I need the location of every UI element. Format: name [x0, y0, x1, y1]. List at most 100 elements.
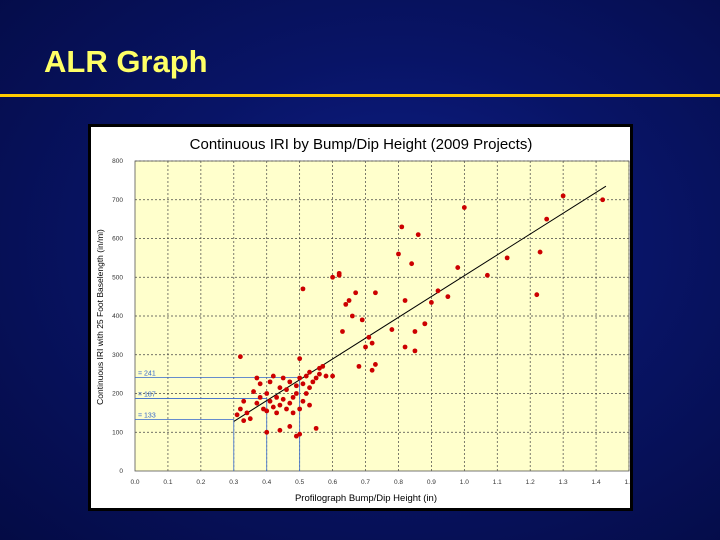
x-tick-label: 0.8 [394, 479, 403, 486]
y-tick-label: 500 [112, 274, 123, 281]
data-point [429, 300, 434, 305]
data-point [349, 313, 355, 319]
data-point [363, 344, 368, 350]
data-point [455, 265, 461, 270]
data-point [369, 367, 375, 373]
plot-border [134, 160, 630, 472]
data-point [402, 298, 408, 303]
data-point [422, 321, 428, 327]
y-tick-label: 200 [112, 391, 123, 398]
data-point [320, 363, 326, 369]
data-point [396, 251, 401, 257]
x-tick-label: 0.6 [328, 479, 337, 486]
data-point [267, 398, 273, 404]
data-point [415, 232, 421, 238]
data-point [267, 379, 273, 385]
data-point [237, 406, 243, 412]
x-tick-label: 0.9 [427, 479, 436, 486]
y-tick-label: 600 [112, 236, 123, 243]
data-point [340, 329, 345, 334]
data-point [264, 408, 270, 414]
data-point [287, 400, 293, 406]
x-axis-label: Profilograph Bump/Dip Height (in) [295, 493, 437, 504]
data-point [300, 381, 306, 387]
data-point [307, 402, 312, 408]
y-tick-label: 400 [112, 313, 123, 320]
plot-background [135, 161, 629, 471]
data-point [303, 391, 309, 396]
data-point [412, 329, 418, 334]
data-point [600, 197, 606, 203]
chart-frame: Continuous IRI by Bump/Dip Height (2009 … [88, 124, 634, 511]
data-point [254, 400, 260, 406]
x-tick-label: 0.1 [163, 479, 172, 486]
y-tick-label: 300 [112, 352, 123, 359]
data-point [264, 429, 270, 435]
y-axis-label: Continuous IRI with 25 Foot Baselength (… [95, 229, 105, 405]
data-point [247, 416, 253, 422]
data-point [366, 334, 372, 340]
data-point [274, 410, 280, 416]
x-tick-label: 0.0 [130, 479, 139, 486]
plot-area: 0.0 0.1 0.2 0.3 0.4 0.5 0.6 0.7 0.8 0.9 1.0 1.1 1.2 1… [112, 158, 634, 486]
x-tick-label: 1.3 [559, 479, 568, 486]
data-point [412, 348, 418, 354]
y-tick-label: 0 [119, 468, 123, 475]
x-tick-label: 1.2 [526, 479, 535, 486]
x-tick-label: 0.5 [295, 479, 304, 486]
data-point [290, 394, 296, 400]
data-point [297, 406, 303, 412]
data-point [241, 398, 247, 404]
data-point [537, 249, 543, 255]
data-point [534, 292, 540, 298]
x-tick-label: 0.2 [196, 479, 205, 486]
data-point [445, 294, 451, 300]
scatter-chart: Continuous IRI by Bump/Dip Height (2009 … [95, 136, 634, 504]
data-point [284, 387, 289, 393]
chart-title: Continuous IRI by Bump/Dip Height (2009 … [190, 136, 533, 153]
x-tick-label: 1.0 [460, 479, 469, 486]
trendline [233, 185, 607, 422]
data-point [297, 431, 303, 437]
data-point [254, 375, 260, 381]
data-point [274, 394, 280, 400]
data-point [287, 424, 293, 429]
data-point [234, 412, 240, 418]
data-point [373, 362, 378, 367]
y-tick-label: 700 [112, 197, 123, 204]
data-point [402, 344, 408, 350]
data-point [237, 354, 243, 360]
data-point [544, 216, 550, 222]
data-point [297, 375, 303, 381]
data-point [313, 375, 319, 381]
title-underline [0, 94, 720, 97]
data-point [293, 391, 299, 396]
data-point [330, 373, 335, 379]
data-point [251, 389, 256, 394]
x-tick-label: 0.4 [262, 479, 271, 486]
data-point [300, 398, 306, 404]
data-point [293, 383, 299, 389]
data-point [277, 402, 283, 408]
data-point [300, 286, 306, 292]
data-point [461, 205, 467, 210]
data-point [373, 290, 378, 296]
reference-line-label: = 241 [138, 371, 156, 378]
data-point [290, 410, 296, 416]
data-point [336, 270, 342, 276]
data-point [323, 373, 329, 379]
y-tick-label: 800 [112, 158, 123, 165]
data-point [257, 381, 263, 387]
slide-title: ALR Graph [44, 44, 208, 79]
data-point [313, 425, 319, 431]
data-point [277, 385, 283, 391]
data-point [356, 363, 362, 369]
data-point [303, 373, 309, 379]
data-point [287, 379, 293, 385]
y-tick-label: 100 [112, 429, 123, 436]
data-point [244, 410, 250, 416]
data-point [369, 340, 375, 346]
data-point [280, 375, 286, 381]
reference-line-label: = 187 [138, 392, 156, 399]
data-point [270, 373, 276, 379]
